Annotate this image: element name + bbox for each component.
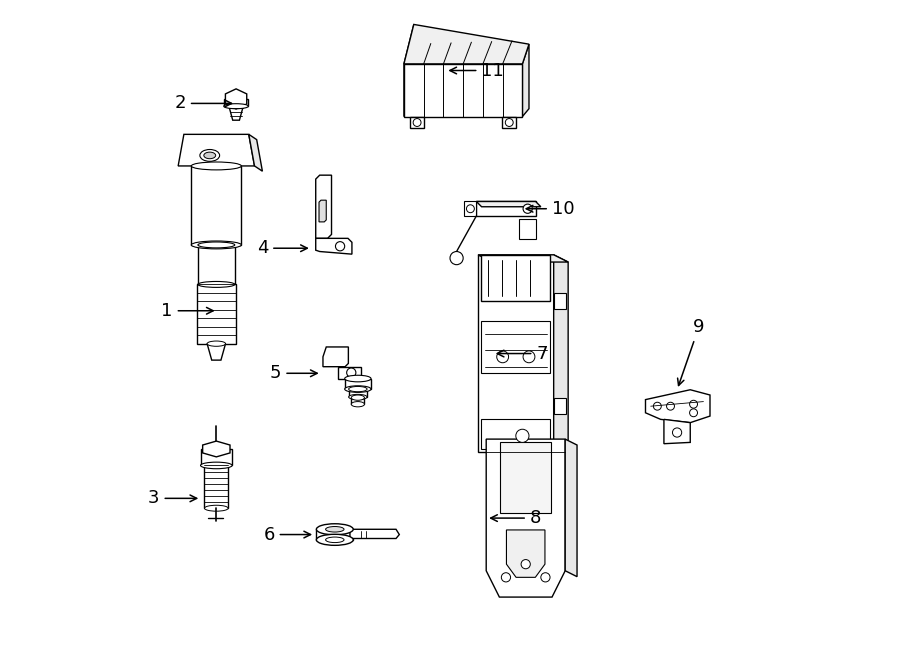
Circle shape: [523, 204, 532, 214]
Polygon shape: [345, 379, 371, 389]
Polygon shape: [348, 389, 367, 397]
Polygon shape: [319, 200, 327, 222]
Polygon shape: [464, 202, 476, 216]
Polygon shape: [645, 390, 710, 422]
Polygon shape: [404, 24, 414, 116]
Ellipse shape: [204, 505, 229, 511]
Polygon shape: [554, 399, 565, 414]
Polygon shape: [316, 175, 331, 239]
Polygon shape: [316, 239, 352, 254]
Polygon shape: [478, 254, 568, 262]
Ellipse shape: [317, 534, 353, 545]
Polygon shape: [507, 530, 544, 577]
Circle shape: [541, 572, 550, 582]
Circle shape: [466, 205, 474, 213]
Ellipse shape: [200, 149, 220, 161]
Text: 4: 4: [256, 239, 307, 257]
Circle shape: [336, 242, 345, 251]
Circle shape: [689, 408, 698, 416]
Circle shape: [672, 428, 681, 437]
Polygon shape: [350, 529, 400, 539]
Circle shape: [521, 560, 530, 568]
Circle shape: [689, 401, 698, 408]
Circle shape: [346, 368, 356, 377]
Circle shape: [501, 572, 510, 582]
Ellipse shape: [348, 395, 367, 400]
Polygon shape: [664, 419, 690, 444]
Polygon shape: [204, 465, 229, 508]
Ellipse shape: [351, 395, 364, 401]
Polygon shape: [500, 442, 552, 514]
Ellipse shape: [207, 341, 226, 346]
Polygon shape: [554, 254, 568, 459]
Polygon shape: [351, 398, 364, 405]
Circle shape: [505, 118, 513, 126]
Polygon shape: [338, 367, 361, 379]
Ellipse shape: [224, 104, 248, 108]
Ellipse shape: [326, 537, 344, 543]
Polygon shape: [207, 344, 226, 360]
Polygon shape: [198, 245, 235, 284]
Text: 7: 7: [498, 344, 548, 362]
Polygon shape: [323, 347, 348, 367]
Polygon shape: [201, 449, 232, 465]
Circle shape: [413, 118, 421, 126]
Polygon shape: [317, 529, 353, 540]
Polygon shape: [522, 44, 529, 116]
Ellipse shape: [192, 162, 241, 170]
Ellipse shape: [326, 527, 344, 532]
Polygon shape: [196, 284, 236, 344]
Polygon shape: [482, 254, 551, 301]
Polygon shape: [225, 89, 247, 109]
Ellipse shape: [192, 241, 241, 249]
Polygon shape: [476, 202, 541, 207]
Polygon shape: [482, 419, 551, 449]
Polygon shape: [482, 321, 551, 373]
Circle shape: [497, 351, 508, 363]
Ellipse shape: [348, 387, 367, 392]
Polygon shape: [410, 116, 424, 128]
Polygon shape: [230, 108, 243, 120]
Text: 11: 11: [450, 61, 504, 79]
Ellipse shape: [351, 402, 364, 407]
Polygon shape: [502, 116, 517, 128]
Text: 3: 3: [148, 489, 197, 508]
Polygon shape: [404, 64, 522, 116]
Text: 8: 8: [491, 509, 541, 527]
Text: 10: 10: [526, 200, 574, 217]
Polygon shape: [476, 202, 536, 216]
Polygon shape: [224, 99, 248, 106]
Polygon shape: [404, 24, 529, 64]
Ellipse shape: [198, 242, 235, 248]
Polygon shape: [554, 293, 565, 309]
Ellipse shape: [317, 524, 353, 535]
Ellipse shape: [345, 375, 371, 382]
Polygon shape: [565, 439, 577, 576]
Circle shape: [523, 351, 535, 363]
Circle shape: [450, 252, 464, 264]
Ellipse shape: [201, 462, 232, 469]
Polygon shape: [478, 254, 554, 452]
Circle shape: [667, 403, 674, 410]
Polygon shape: [248, 134, 263, 171]
Text: 9: 9: [678, 318, 705, 385]
Polygon shape: [202, 441, 230, 457]
Ellipse shape: [203, 152, 216, 159]
Polygon shape: [519, 219, 536, 239]
Polygon shape: [486, 439, 565, 597]
Circle shape: [653, 403, 662, 410]
Ellipse shape: [345, 386, 371, 393]
Text: 1: 1: [161, 302, 213, 320]
Text: 5: 5: [270, 364, 317, 382]
Text: 6: 6: [264, 525, 310, 543]
Circle shape: [516, 429, 529, 442]
Text: 2: 2: [175, 95, 231, 112]
Polygon shape: [192, 166, 241, 245]
Ellipse shape: [198, 282, 235, 288]
Polygon shape: [178, 134, 255, 166]
